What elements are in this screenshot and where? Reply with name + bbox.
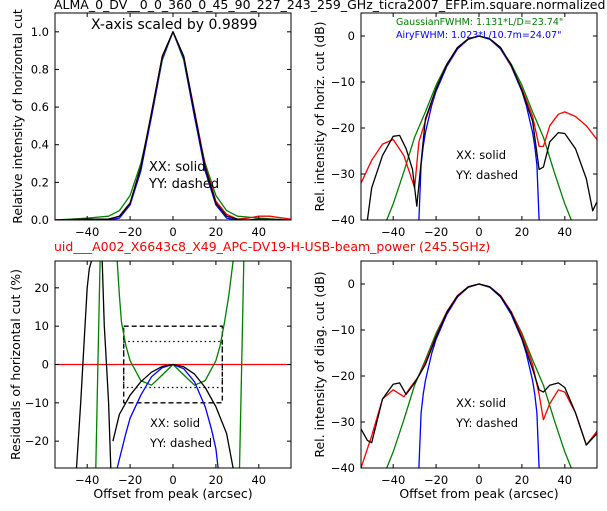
panel-1-xtick-label: −40 bbox=[381, 225, 405, 239]
panel-0-ytick-label: 1.0 bbox=[31, 25, 49, 39]
figure-subtitle: uid___A002_X6643c8_X49_APC-DV19-H-USB-be… bbox=[54, 239, 490, 254]
panel-3-series-line-1 bbox=[418, 283, 540, 468]
panel-1-ytick-label: −20 bbox=[331, 121, 355, 135]
panel-2-ytick-label: 10 bbox=[34, 319, 49, 333]
panel-2-series-line-7 bbox=[75, 261, 93, 468]
panel-3-label-yy: YY: dashed bbox=[455, 416, 518, 430]
panel-3-series-line-0 bbox=[386, 283, 572, 468]
panel-2-series bbox=[55, 261, 291, 468]
panel-3-xlabel: Offset from peak (arcsec) bbox=[399, 486, 558, 501]
panel-3-xtick-label: 40 bbox=[557, 473, 572, 487]
panel-0-ytick-label: 0.8 bbox=[31, 62, 49, 76]
panel-3-series-line-3 bbox=[361, 283, 597, 446]
panel-1-frame bbox=[360, 12, 598, 221]
panel-3-label-xx: XX: solid bbox=[456, 396, 506, 410]
panel-3-yticks: 0 −10 −20 −30 −40 bbox=[331, 277, 597, 475]
panel-2-ytick-label: −20 bbox=[25, 434, 49, 448]
panel-1-series-line-3 bbox=[366, 35, 597, 220]
panel-2-xtick-label: 0 bbox=[169, 473, 176, 487]
panel-0-xtick-label: 20 bbox=[209, 225, 224, 239]
panel-1-xticks: −40 −20 0 20 40 bbox=[381, 13, 572, 239]
panel-3-xtick-label: 0 bbox=[475, 473, 482, 487]
panel-2-series-line-2 bbox=[123, 340, 223, 389]
panel-3-ytick-label: 0 bbox=[348, 277, 355, 291]
panel-1-xtick-label: 20 bbox=[515, 225, 530, 239]
panel-1-series-line-1 bbox=[418, 35, 540, 220]
figure-title: ALMA_0_DV__0_0_360_0_45_90_227_243_259_G… bbox=[54, 0, 605, 12]
panel-1-ytick-label: −40 bbox=[331, 213, 355, 227]
panel-3-xtick-label: −20 bbox=[424, 473, 448, 487]
panel-1-xtick-label: 40 bbox=[557, 225, 572, 239]
panel-0-yticks: 0.0 0.2 0.4 0.6 0.8 1.0 bbox=[31, 25, 291, 227]
panel-0-annotation: X-axis scaled by 0.9899 bbox=[91, 17, 257, 33]
panel-2-ytick-label: −10 bbox=[25, 396, 49, 410]
panel-3-ytick-label: −10 bbox=[331, 323, 355, 337]
panel-1-yticks: 0 −10 −20 −30 −40 bbox=[331, 29, 597, 227]
panel-2-ytick-label: 0 bbox=[42, 358, 49, 372]
panel-0-ytick-label: 0.4 bbox=[31, 138, 49, 152]
panel-1-xtick-label: −20 bbox=[424, 225, 448, 239]
panel-1-ytick-label: −10 bbox=[331, 75, 355, 89]
panel-0-ytick-label: 0.2 bbox=[31, 175, 49, 189]
panel-2-ylabel: Residuals of horizontal cut (%) bbox=[8, 269, 23, 460]
panel-1-series-line-2 bbox=[361, 35, 597, 189]
panel-residuals: −40 −20 0 20 40 20 10 0 −10 −20 Residuals of hor… bbox=[8, 260, 292, 501]
panel-3-ylabel: Rel. intensity of diag. cut (dB) bbox=[312, 271, 327, 457]
panel-2-yticks: 20 10 0 −10 −20 bbox=[25, 281, 291, 448]
panel-2-series-line-4 bbox=[116, 261, 234, 386]
panel-3-xtick-label: −40 bbox=[381, 473, 405, 487]
panel-1-ytick-label: −30 bbox=[331, 167, 355, 181]
panel-3-ytick-label: −40 bbox=[331, 461, 355, 475]
panel-2-xtick-label: −40 bbox=[75, 473, 99, 487]
panel-2-ytick-label: 20 bbox=[34, 281, 49, 295]
panel-2-xlabel: Offset from peak (arcsec) bbox=[93, 486, 252, 501]
panel-0-ytick-label: 0.6 bbox=[31, 100, 49, 114]
panel-diagonal-cut-db: −40 −20 0 20 40 0 −10 −20 −30 −40 Rel. intensity… bbox=[312, 260, 598, 501]
panel-0-label-xx: XX: solid bbox=[149, 160, 206, 175]
panel-0-series-line-3 bbox=[55, 31, 291, 220]
panel-1-label-yy: YY: dashed bbox=[455, 168, 518, 182]
panel-2-xtick-label: −20 bbox=[118, 473, 142, 487]
panel-3-frame bbox=[360, 260, 598, 469]
panel-2-xtick-label: 20 bbox=[209, 473, 224, 487]
panel-1-xtick-label: 0 bbox=[475, 225, 482, 239]
panel-0-ylabel: Relative intensity of horizontal cut bbox=[10, 9, 25, 224]
panel-0-xtick-label: −20 bbox=[118, 225, 142, 239]
panel-1-ylabel: Rel. intensity of horiz. cut (dB) bbox=[312, 21, 327, 211]
panel-1-legend-gaussian: GaussianFWHM: 1.131*L/D=23.74" bbox=[396, 17, 563, 28]
panel-2-label-yy: YY: dashed bbox=[149, 436, 212, 450]
panel-3-xtick-label: 20 bbox=[515, 473, 530, 487]
panel-1-series-line-0 bbox=[386, 35, 572, 220]
panel-1-ytick-label: 0 bbox=[348, 29, 355, 43]
panel-0-ytick-label: 0.0 bbox=[31, 213, 49, 227]
panel-2-series-line-5 bbox=[238, 261, 245, 468]
panel-0-series bbox=[55, 31, 291, 220]
panel-0-xticks: −40 −20 0 20 40 bbox=[75, 13, 266, 239]
panel-0-label-yy: YY: dashed bbox=[148, 177, 219, 192]
panel-1-legend-airy: AiryFWHM: 1.023*L/10.7m=24.07" bbox=[396, 30, 561, 41]
panel-3-ytick-label: −30 bbox=[331, 415, 355, 429]
panel-0-xtick-label: 0 bbox=[169, 225, 176, 239]
panel-3-series bbox=[361, 283, 597, 468]
panel-horizontal-cut: −40 −20 0 20 40 0.0 0.2 0.4 0.6 0.8 1.0 Relative … bbox=[10, 9, 292, 239]
panel-horizontal-cut-db: −40 −20 0 20 40 0 −10 −20 −30 −40 Rel. intensity… bbox=[312, 12, 598, 239]
panel-2-label-xx: XX: solid bbox=[150, 416, 200, 430]
panel-0-xtick-label: 40 bbox=[251, 225, 266, 239]
panel-1-label-xx: XX: solid bbox=[456, 148, 506, 162]
panel-2-series-line-3 bbox=[95, 261, 101, 468]
panel-0-xtick-label: −40 bbox=[75, 225, 99, 239]
panel-2-series-line-9 bbox=[112, 363, 234, 468]
panel-1-series bbox=[361, 35, 597, 220]
panel-2-xticks: −40 −20 0 20 40 bbox=[75, 261, 266, 487]
panel-2-xtick-label: 40 bbox=[251, 473, 266, 487]
panel-3-xticks: −40 −20 0 20 40 bbox=[381, 261, 572, 487]
panel-3-ytick-label: −20 bbox=[331, 369, 355, 383]
panel-2-series-line-8 bbox=[101, 261, 112, 468]
